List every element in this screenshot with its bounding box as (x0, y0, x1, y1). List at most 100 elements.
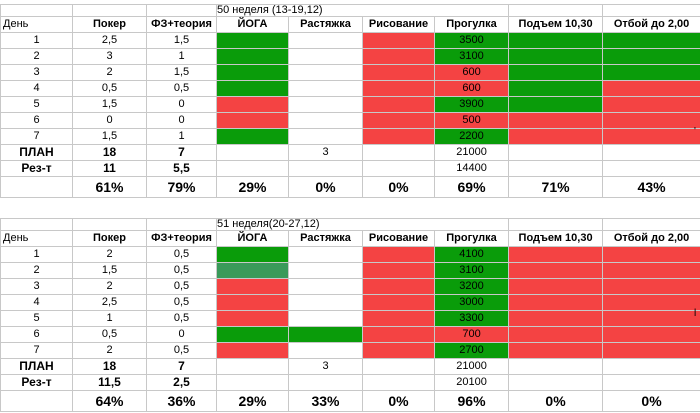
fz-cell[interactable]: 0,5 (146, 80, 217, 97)
plan-draw[interactable] (362, 144, 435, 161)
percent-empty[interactable] (0, 390, 73, 412)
yoga-cell[interactable] (216, 294, 289, 311)
col-header-day[interactable]: День (0, 16, 73, 33)
col-header-sleep[interactable]: Отбой до 2,00 (602, 230, 700, 247)
col-header-stretch[interactable]: Растяжка (288, 230, 363, 247)
percent-poker[interactable]: 64% (72, 390, 147, 412)
walk-cell[interactable]: 3500 (433, 32, 510, 49)
result-sleep[interactable] (602, 374, 700, 391)
poker-cell[interactable]: 2 (72, 342, 147, 359)
plan-wake[interactable] (508, 144, 604, 161)
stretch-cell[interactable] (288, 326, 363, 343)
plan-walk[interactable]: 21000 (433, 358, 510, 375)
result-label[interactable]: Рез-т (0, 160, 73, 177)
poker-cell[interactable]: 0,5 (72, 326, 147, 343)
fz-cell[interactable]: 1,5 (146, 64, 217, 81)
yoga-cell[interactable] (216, 246, 289, 263)
fz-cell[interactable]: 0,5 (146, 278, 217, 295)
draw-cell[interactable] (362, 128, 435, 145)
stretch-cell[interactable] (288, 310, 363, 327)
plan-draw[interactable] (362, 358, 435, 375)
yoga-cell[interactable] (216, 342, 289, 359)
draw-cell[interactable] (362, 294, 435, 311)
result-poker[interactable]: 11 (72, 160, 147, 177)
col-header-poker[interactable]: Покер (72, 16, 147, 33)
plan-fz[interactable]: 7 (146, 358, 217, 375)
plan-poker[interactable]: 18 (72, 144, 147, 161)
day-cell[interactable]: 1 (0, 32, 73, 49)
result-stretch[interactable] (288, 160, 363, 177)
plan-poker[interactable]: 18 (72, 358, 147, 375)
week-title[interactable]: 51 неделя(20-27,12) (215, 218, 510, 231)
col-header-wake[interactable]: Подъем 10,30 (508, 16, 604, 33)
walk-cell[interactable]: 500 (433, 112, 510, 129)
col-header-draw[interactable]: Рисование (362, 16, 435, 33)
draw-cell[interactable] (362, 96, 435, 113)
plan-label[interactable]: ПЛАН (0, 144, 73, 161)
stretch-cell[interactable] (288, 64, 363, 81)
wake-cell[interactable] (508, 262, 604, 279)
yoga-cell[interactable] (216, 48, 289, 65)
day-cell[interactable]: 4 (0, 80, 73, 97)
result-fz[interactable]: 5,5 (146, 160, 217, 177)
plan-stretch[interactable]: 3 (288, 144, 363, 161)
poker-cell[interactable]: 1,5 (72, 96, 147, 113)
wake-cell[interactable] (508, 294, 604, 311)
percent-wake[interactable]: 0% (508, 390, 604, 412)
sleep-cell[interactable] (602, 326, 700, 343)
sleep-cell[interactable] (602, 246, 700, 263)
col-header-poker[interactable]: Покер (72, 230, 147, 247)
percent-draw[interactable]: 0% (362, 390, 435, 412)
percent-empty[interactable] (0, 176, 73, 198)
cell[interactable] (146, 218, 217, 231)
poker-cell[interactable]: 1,5 (72, 262, 147, 279)
draw-cell[interactable] (362, 48, 435, 65)
poker-cell[interactable]: 0 (72, 112, 147, 129)
yoga-cell[interactable] (216, 310, 289, 327)
wake-cell[interactable] (508, 32, 604, 49)
draw-cell[interactable] (362, 262, 435, 279)
yoga-cell[interactable] (216, 278, 289, 295)
walk-cell[interactable]: 600 (433, 80, 510, 97)
sleep-cell[interactable] (602, 128, 700, 145)
yoga-cell[interactable] (216, 326, 289, 343)
percent-yoga[interactable]: 29% (216, 176, 289, 198)
day-cell[interactable]: 3 (0, 64, 73, 81)
poker-cell[interactable]: 1,5 (72, 128, 147, 145)
plan-yoga[interactable] (216, 358, 289, 375)
wake-cell[interactable] (508, 278, 604, 295)
fz-cell[interactable]: 1 (146, 128, 217, 145)
walk-cell[interactable]: 2700 (433, 342, 510, 359)
stretch-cell[interactable] (288, 32, 363, 49)
col-header-yoga[interactable]: ЙОГА (216, 16, 289, 33)
col-header-fz[interactable]: ФЗ+теория (146, 16, 217, 33)
plan-wake[interactable] (508, 358, 604, 375)
walk-cell[interactable]: 3100 (433, 262, 510, 279)
stretch-cell[interactable] (288, 96, 363, 113)
poker-cell[interactable]: 3 (72, 48, 147, 65)
draw-cell[interactable] (362, 112, 435, 129)
cell[interactable] (508, 218, 604, 231)
fz-cell[interactable]: 0,5 (146, 294, 217, 311)
walk-cell[interactable]: 3100 (433, 48, 510, 65)
sleep-cell[interactable] (602, 342, 700, 359)
yoga-cell[interactable] (216, 262, 289, 279)
cell[interactable] (602, 4, 700, 17)
draw-cell[interactable] (362, 310, 435, 327)
stretch-cell[interactable] (288, 112, 363, 129)
result-wake[interactable] (508, 160, 604, 177)
day-cell[interactable]: 4 (0, 294, 73, 311)
col-header-yoga[interactable]: ЙОГА (216, 230, 289, 247)
wake-cell[interactable] (508, 96, 604, 113)
poker-cell[interactable]: 2,5 (72, 32, 147, 49)
plan-yoga[interactable] (216, 144, 289, 161)
plan-sleep[interactable] (602, 358, 700, 375)
wake-cell[interactable] (508, 112, 604, 129)
percent-fz[interactable]: 36% (146, 390, 217, 412)
result-fz[interactable]: 2,5 (146, 374, 217, 391)
percent-sleep[interactable]: 43% (602, 176, 700, 198)
week-title[interactable]: 50 неделя (13-19,12) (215, 4, 510, 17)
plan-fz[interactable]: 7 (146, 144, 217, 161)
wake-cell[interactable] (508, 128, 604, 145)
stretch-cell[interactable] (288, 48, 363, 65)
